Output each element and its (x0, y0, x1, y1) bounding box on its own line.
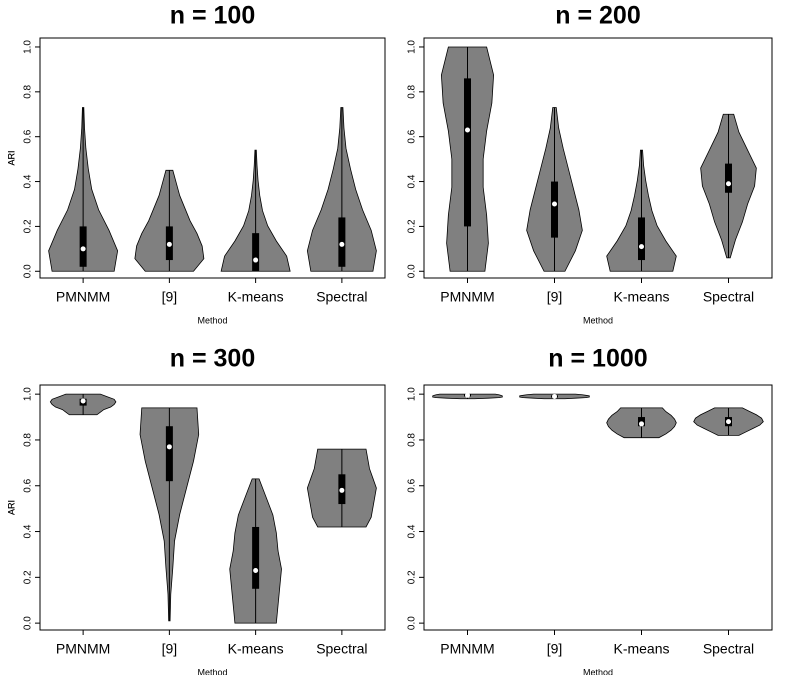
y-tick-label: 0.0 (23, 616, 34, 630)
x-tick-label: Spectral (703, 641, 754, 657)
plot-frame (423, 384, 773, 631)
y-tick-label: 0.6 (23, 478, 34, 492)
x-tick-label: [9] (162, 289, 178, 305)
y-tick-label: 0.6 (407, 129, 418, 143)
y-axis-label: ARI (6, 150, 16, 165)
y-tick-label: 0.0 (23, 264, 34, 278)
x-tick-label: [9] (547, 289, 563, 305)
x-axis-label: Method (583, 667, 613, 675)
y-tick-label: 0.4 (407, 174, 418, 188)
x-tick-label: [9] (547, 641, 563, 657)
iqr-box (252, 526, 260, 589)
x-tick-label: Spectral (703, 289, 754, 305)
y-tick-label: 0.4 (23, 174, 34, 188)
x-tick-label: PMNMM (56, 641, 110, 657)
iqr-box (252, 233, 260, 272)
median (80, 246, 86, 252)
median (552, 201, 557, 207)
median (552, 393, 557, 399)
x-tick-label: K-means (613, 641, 669, 657)
y-tick-label: 0.2 (407, 570, 418, 584)
y-tick-label: 0.2 (407, 219, 418, 233)
y-tick-label: 0.0 (407, 264, 418, 278)
x-axis-label: Method (583, 315, 613, 325)
x-tick-label: K-means (228, 289, 284, 305)
chart-title: n = 300 (170, 345, 255, 373)
y-tick-label: 0.6 (23, 129, 34, 143)
x-tick-label: PMNMM (56, 289, 110, 305)
chart-title: n = 1000 (548, 345, 647, 373)
y-tick-label: 0.0 (407, 616, 418, 630)
median (339, 241, 345, 247)
y-tick-label: 0.8 (23, 84, 34, 98)
x-tick-label: Spectral (316, 641, 367, 657)
median (253, 567, 259, 573)
y-tick-label: 0.8 (23, 433, 34, 447)
panel: n = 100 0.0 0.2 0.4 0.6 0.8 1.0 ARI Method PMNMM [… (6, 2, 386, 325)
plot-frame (423, 37, 773, 279)
x-tick-label: PMNMM (440, 641, 494, 657)
y-tick-label: 0.4 (407, 524, 418, 538)
median (726, 419, 731, 425)
y-tick-label: 0.2 (23, 219, 34, 233)
y-tick-label: 1.0 (23, 387, 34, 401)
chart-title: n = 200 (555, 2, 640, 30)
median (339, 487, 345, 493)
y-tick-label: 1.0 (407, 40, 418, 54)
median (253, 257, 259, 263)
chart-title: n = 100 (170, 2, 255, 30)
x-tick-label: K-means (613, 289, 669, 305)
iqr-box (725, 163, 732, 193)
y-tick-label: 0.6 (407, 478, 418, 492)
median (80, 398, 86, 404)
median (726, 181, 731, 187)
panel: n = 200 0.0 0.2 0.4 0.6 0.8 1.0 ARI Method PMNMM [… (6, 2, 773, 325)
y-tick-label: 0.8 (407, 84, 418, 98)
iqr-box (165, 426, 173, 482)
y-axis-label: ARI (6, 500, 16, 515)
median (465, 127, 470, 133)
x-axis-label: Method (197, 667, 227, 675)
y-tick-label: 1.0 (407, 387, 418, 401)
y-tick-label: 1.0 (23, 40, 34, 54)
median (166, 444, 172, 450)
x-axis-label: Method (197, 315, 227, 325)
x-tick-label: K-means (228, 641, 284, 657)
panel: n = 1000 0.0 0.2 0.4 0.6 0.8 1.0 ARI Method PMNMM… (6, 345, 773, 675)
iqr-box (638, 217, 645, 261)
y-axis-label: ARI (6, 500, 16, 515)
median (465, 392, 470, 398)
x-tick-label: [9] (162, 641, 178, 657)
y-tick-label: 0.2 (23, 570, 34, 584)
x-tick-label: Spectral (316, 289, 367, 305)
panel: n = 300 0.0 0.2 0.4 0.6 0.8 1.0 ARI Method PMNMM [… (6, 345, 386, 675)
iqr-box (551, 181, 558, 238)
plot-frame (39, 384, 386, 631)
y-tick-label: 0.4 (23, 524, 34, 538)
median (639, 421, 644, 427)
median (166, 241, 172, 247)
median (639, 244, 644, 250)
plot-frame (39, 37, 386, 279)
y-axis-label: ARI (6, 150, 16, 165)
x-tick-label: PMNMM (440, 289, 494, 305)
y-tick-label: 0.8 (407, 433, 418, 447)
iqr-box (464, 78, 471, 227)
